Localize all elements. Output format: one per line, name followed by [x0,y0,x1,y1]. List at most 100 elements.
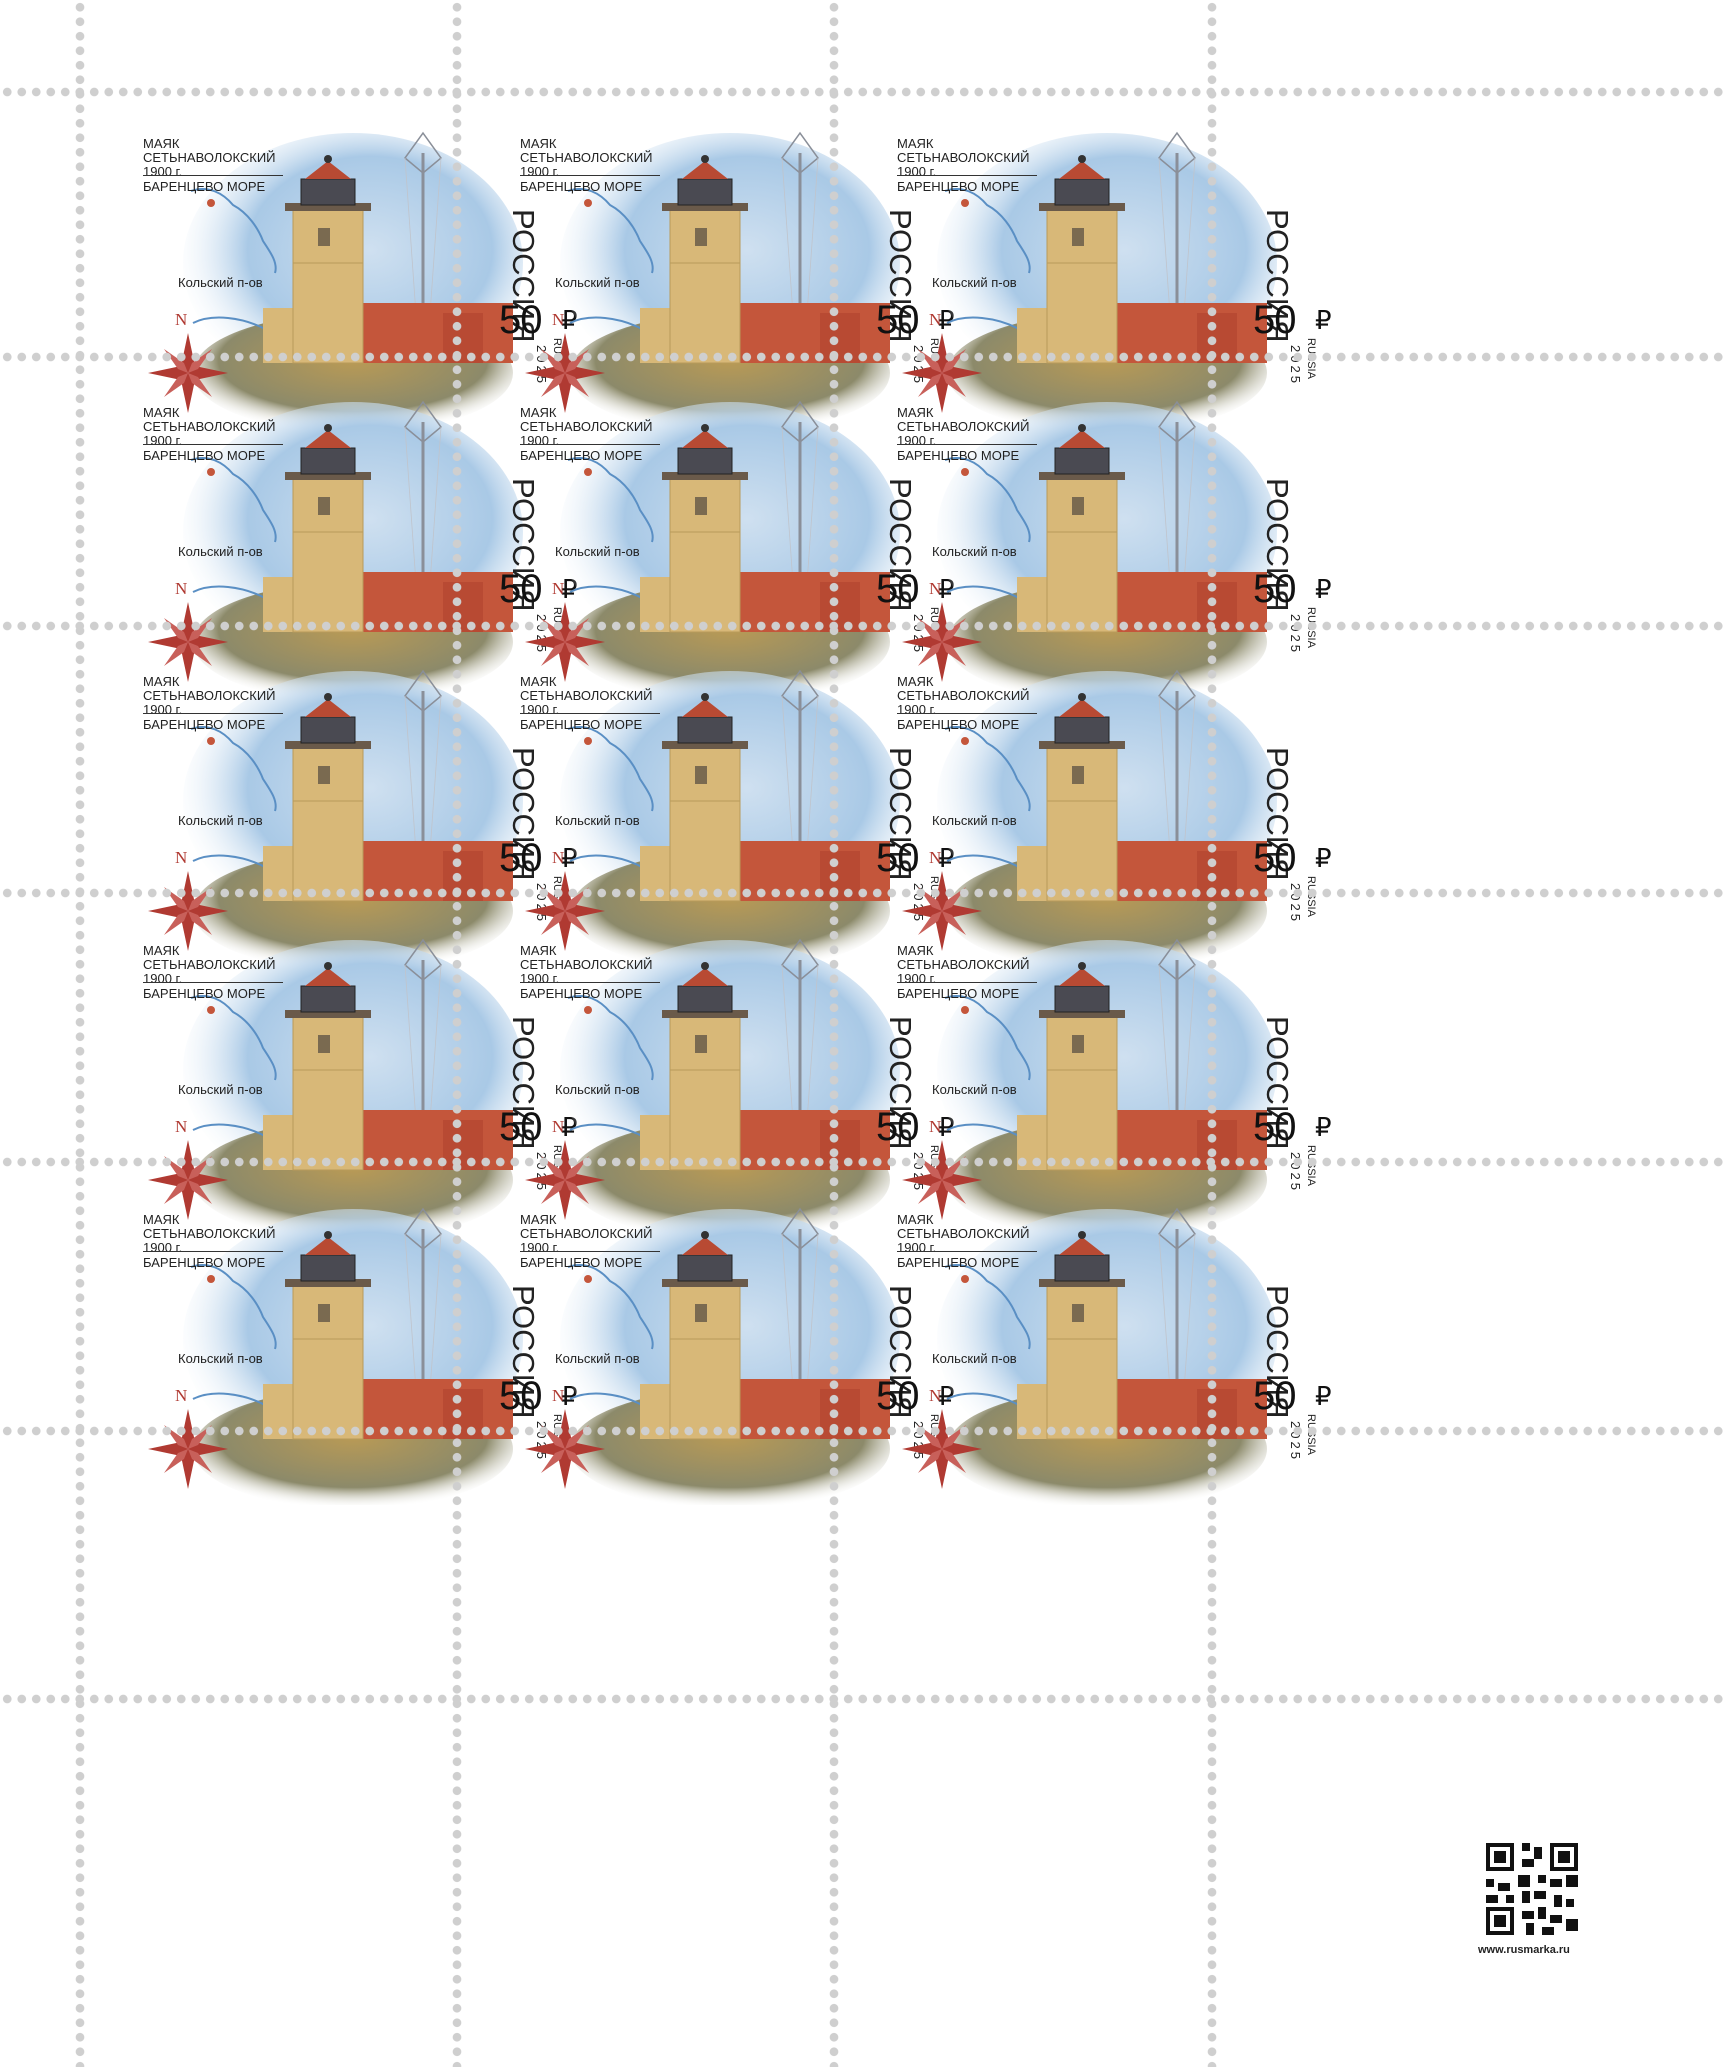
perforation-row-6 [0,1693,1726,1705]
title-divider [897,982,1037,983]
stamp-title-line2: СЕТЬНАВОЛОКСКИЙ [143,1226,276,1241]
stamp-subtitle: БАРЕНЦЕВО МОРЕ [143,1255,266,1270]
compass-north-label: N [175,310,188,329]
compass-north-label: N [552,848,565,867]
country-name: РОССИЯ [883,209,918,343]
stamp-title-line1: МАЯК [897,405,934,420]
stamp-title-line3: 1900 г. [143,433,183,448]
compass-north-label: N [929,848,942,867]
title-divider [143,444,283,445]
compass-north-label: N [175,579,188,598]
stamp-title-line1: МАЯК [143,405,180,420]
map-label: Кольский п-ов [555,544,640,559]
title-divider [897,1251,1037,1252]
face-value: 50 [1253,567,1296,611]
title-divider [897,444,1037,445]
stamp-r2-c2: МАЯК СЕТЬНАВОЛОКСКИЙ 1900 г. БАРЕНЦЕВО М… [490,382,955,698]
stamp-r5-c3: МАЯК СЕТЬНАВОЛОКСКИЙ 1900 г. БАРЕНЦЕВО М… [867,1189,1332,1505]
stamp-title-line2: СЕТЬНАВОЛОКСКИЙ [520,688,653,703]
title-divider [897,175,1037,176]
compass-rose-icon [148,871,228,951]
stamp-subtitle: БАРЕНЦЕВО МОРЕ [897,179,1020,194]
country-name: РОССИЯ [883,478,918,612]
map-label: Кольский п-ов [932,813,1017,828]
lighthouse-illustration [902,669,1277,967]
compass-north-label: N [552,1117,565,1136]
lighthouse-illustration [525,131,900,429]
stamp-title-line3: 1900 г. [897,702,937,717]
stamp-title-line2: СЕТЬНАВОЛОКСКИЙ [897,150,1030,165]
face-value: 50 [876,298,919,342]
stamp-r4-c2: МАЯК СЕТЬНАВОЛОКСКИЙ 1900 г. БАРЕНЦЕВО М… [490,920,955,1236]
title-divider [520,982,660,983]
stamp-subtitle: БАРЕНЦЕВО МОРЕ [520,179,643,194]
country-name: РОССИЯ [506,209,541,343]
compass-north-label: N [929,310,942,329]
perforation-column-0 [74,0,86,2067]
stamp-title-line2: СЕТЬНАВОЛОКСКИЙ [897,957,1030,972]
stamp-title-line1: МАЯК [520,1212,557,1227]
stamp-r1-c3: МАЯК СЕТЬНАВОЛОКСКИЙ 1900 г. БАРЕНЦЕВО М… [867,113,1332,429]
stamp-r5-c2: МАЯК СЕТЬНАВОЛОКСКИЙ 1900 г. БАРЕНЦЕВО М… [490,1189,955,1505]
country-name: РОССИЯ [883,747,918,881]
face-value: 50 [499,567,542,611]
stamp-r5-c1: МАЯК СЕТЬНАВОЛОКСКИЙ 1900 г. БАРЕНЦЕВО М… [113,1189,578,1505]
title-divider [143,1251,283,1252]
stamp-title-line3: 1900 г. [897,1240,937,1255]
face-value: 50 [1253,1374,1296,1418]
title-divider [143,713,283,714]
stamp-title-line1: МАЯК [520,674,557,689]
compass-rose-icon [525,1140,605,1220]
compass-north-label: N [552,310,565,329]
stamp-title-line2: СЕТЬНАВОЛОКСКИЙ [143,419,276,434]
compass-north-label: N [929,579,942,598]
lighthouse-illustration [902,400,1277,698]
stamp-title-line3: 1900 г. [520,702,560,717]
stamp-title-line3: 1900 г. [520,1240,560,1255]
map-label: Кольский п-ов [178,813,263,828]
stamp-title-line2: СЕТЬНАВОЛОКСКИЙ [143,150,276,165]
perforation-row-2 [0,620,1726,632]
map-label: Кольский п-ов [555,1082,640,1097]
stamp-subtitle: БАРЕНЦЕВО МОРЕ [897,448,1020,463]
stamp-title-line3: 1900 г. [143,164,183,179]
stamp-title-line2: СЕТЬНАВОЛОКСКИЙ [520,957,653,972]
face-value: 50 [876,836,919,880]
stamp-subtitle: БАРЕНЦЕВО МОРЕ [143,986,266,1001]
stamp-title-line3: 1900 г. [520,433,560,448]
stamp-title-line2: СЕТЬНАВОЛОКСКИЙ [897,419,1030,434]
country-name: РОССИЯ [506,478,541,612]
face-value: 50 [1253,1105,1296,1149]
currency-sign: ₽ [1315,305,1332,335]
stamp-title-line1: МАЯК [897,136,934,151]
stamp-subtitle: БАРЕНЦЕВО МОРЕ [520,986,643,1001]
stamp-title-line1: МАЯК [520,136,557,151]
country-name: РОССИЯ [506,747,541,881]
country-name: РОССИЯ [1260,747,1295,881]
compass-north-label: N [552,1386,565,1405]
face-value: 50 [499,298,542,342]
stamp-title-line2: СЕТЬНАВОЛОКСКИЙ [520,1226,653,1241]
country-name: РОССИЯ [506,1016,541,1150]
title-divider [520,175,660,176]
lighthouse-illustration [525,938,900,1236]
stamp-title-line3: 1900 г. [897,164,937,179]
currency-sign: ₽ [1315,1112,1332,1142]
map-label: Кольский п-ов [932,1351,1017,1366]
stamp-subtitle: БАРЕНЦЕВО МОРЕ [143,448,266,463]
stamp-title-line3: 1900 г. [143,702,183,717]
website-url: www.rusmarka.ru [1478,1944,1570,1956]
stamp-title-line3: 1900 г. [143,1240,183,1255]
stamp-title-line1: МАЯК [897,674,934,689]
perforation-column-2 [828,0,840,2067]
map-label: Кольский п-ов [555,1351,640,1366]
stamp-title-line1: МАЯК [143,674,180,689]
stamp-subtitle: БАРЕНЦЕВО МОРЕ [143,717,266,732]
stamp-subtitle: БАРЕНЦЕВО МОРЕ [897,717,1020,732]
country-name: РОССИЯ [883,1285,918,1419]
perforation-row-3 [0,887,1726,899]
face-value: 50 [1253,298,1296,342]
stamp-r4-c1: МАЯК СЕТЬНАВОЛОКСКИЙ 1900 г. БАРЕНЦЕВО М… [113,920,578,1236]
lighthouse-illustration [902,131,1277,429]
stamp-r3-c2: МАЯК СЕТЬНАВОЛОКСКИЙ 1900 г. БАРЕНЦЕВО М… [490,651,955,967]
